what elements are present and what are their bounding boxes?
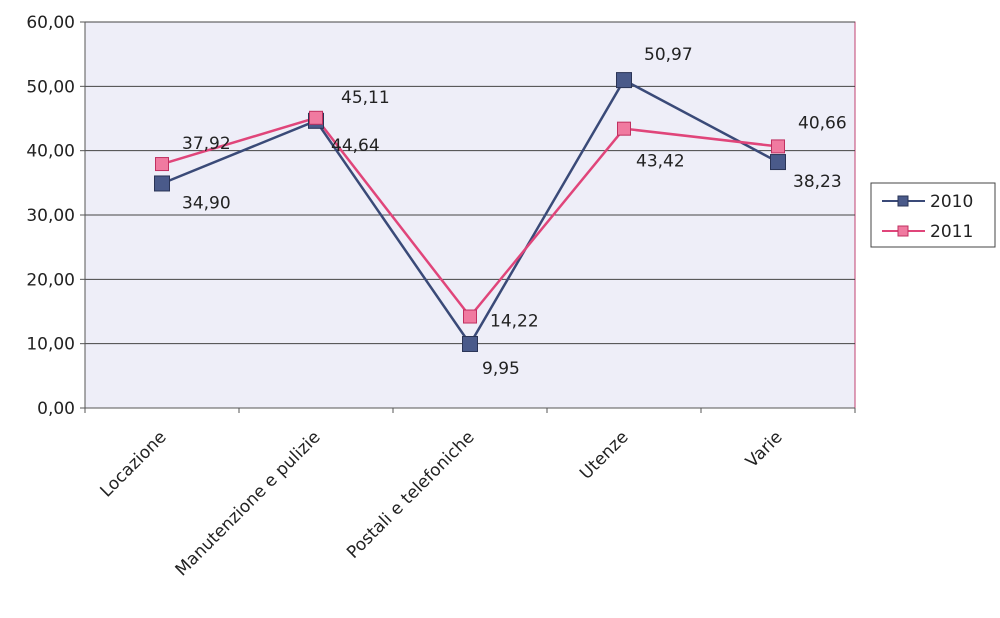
axes [84,22,855,409]
series-marker-2011 [463,309,477,324]
data-label-2010: 9,95 [482,359,520,379]
data-label-2010: 34,90 [182,193,231,213]
data-label-2011: 14,22 [490,312,539,332]
series-marker-2011 [155,157,169,172]
series-marker-2010 [770,154,786,171]
legend-marker-2010 [897,195,909,207]
data-label-2010: 38,23 [793,172,842,192]
y-tick-label: 40,00 [26,142,75,162]
y-tick-label: 10,00 [26,335,75,355]
y-tick-label: 30,00 [26,206,75,226]
series-layer [154,72,786,352]
legend: 2010 2011 [870,182,996,248]
data-label-2010: 50,97 [644,45,693,65]
legend-box [870,182,996,248]
series-marker-2011 [309,110,323,125]
data-label-2011: 45,11 [341,88,390,108]
legend-label-2011: 2011 [930,222,973,242]
series-marker-2010 [154,175,170,192]
data-label-2011: 37,92 [182,134,231,154]
data-label-2011: 40,66 [798,113,847,133]
legend-label-2010: 2010 [930,192,973,212]
data-label-2010: 44,64 [331,136,380,156]
legend-marker-2011 [897,225,909,237]
series-marker-2011 [617,121,631,136]
y-tick-labels: 0,00 10,00 20,00 30,00 40,00 50,00 60,00 [26,13,75,419]
y-tick-label: 60,00 [26,13,75,33]
y-tick-label: 0,00 [37,399,75,419]
y-tick-label: 50,00 [26,77,75,97]
data-label-2011: 43,42 [636,152,685,172]
data-labels: 34,90 44,64 9,95 50,97 38,23 37,92 45,11 14,22 4… [182,45,847,379]
series-marker-2010 [462,335,478,352]
series-marker-2011 [771,139,785,154]
y-tick-label: 20,00 [26,270,75,290]
series-marker-2010 [616,72,632,89]
